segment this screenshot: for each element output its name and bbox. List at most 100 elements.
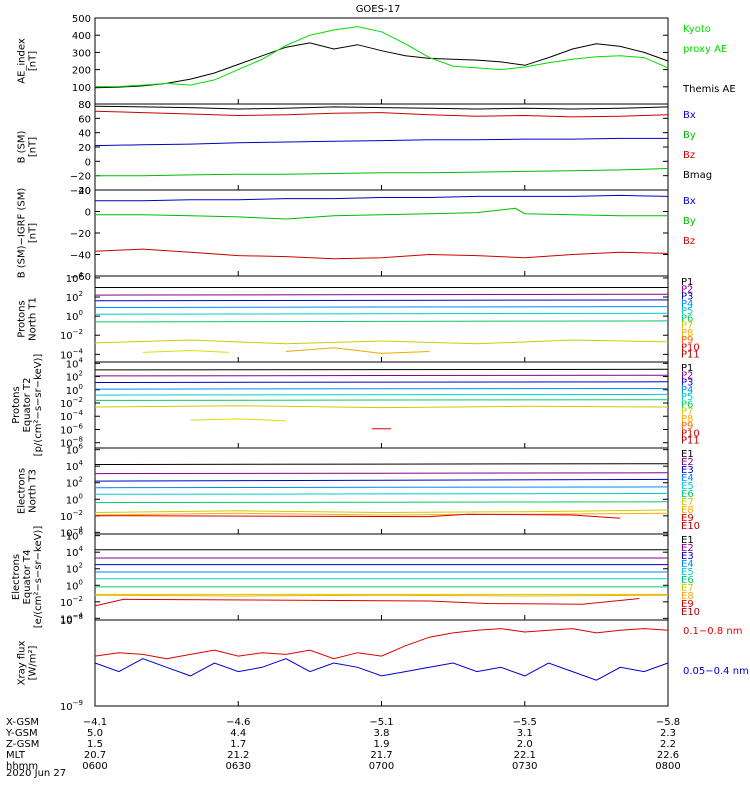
legend-entry: E2 (681, 543, 694, 554)
series-line-p6 (94, 320, 669, 323)
series-line-e4 (94, 486, 669, 489)
panel-frame (94, 619, 669, 707)
y-tick-label: 102 (66, 370, 83, 384)
series-line-kyoto-proxy-ae (94, 26, 669, 88)
legend-entry: P9 (681, 335, 693, 346)
y-axis-label: Protons (11, 386, 22, 423)
series-line-e8 (94, 594, 669, 597)
x-axis-value: 2.0 (517, 739, 533, 750)
x-axis-value: 0730 (512, 761, 537, 772)
legend-entry: P1 (681, 277, 693, 288)
panel-xray: 10−8 10−9 Xray flux [W/m²] 0.1−0.8 nm 0.05−0.… (17, 613, 749, 713)
series-line-bz (94, 248, 669, 260)
y-tick-label: 60 (78, 114, 91, 125)
panel-frame (94, 189, 669, 277)
legend-entry: Themis AE (682, 84, 736, 95)
legend-entry: E2 (681, 457, 694, 468)
x-axis-value: 3.8 (374, 728, 390, 739)
legend-entry: E6 (681, 575, 694, 586)
y-tick-label: 0 (85, 100, 91, 111)
y-tick-label: 100 (66, 492, 83, 506)
legend-entry: P9 (681, 421, 693, 432)
legend-entry: P7 (681, 321, 693, 332)
y-tick-label: 104 (66, 545, 84, 559)
x-axis-value: 2.2 (660, 739, 676, 750)
y-tick-label: 102 (66, 290, 83, 304)
series-line-0-1-0-8-nm (94, 628, 669, 660)
series-line-by (95, 168, 669, 177)
legend-entry: E8 (681, 591, 694, 602)
legend-entry: E10 (681, 607, 700, 618)
legend-entry: P7 (681, 407, 693, 418)
series-line-bx (95, 194, 669, 202)
x-axis-value: 2.3 (660, 728, 676, 739)
y-axis-label: B (SM) (17, 130, 28, 163)
legend-entry: E9 (681, 513, 694, 524)
legend-entry: Kyoto (683, 24, 711, 35)
legend-entry: E4 (681, 473, 694, 484)
legend-entry: E6 (681, 489, 694, 500)
x-axis-value: 4.4 (230, 728, 246, 739)
legend-entry: E8 (681, 505, 694, 516)
y-tick-label: 100 (66, 578, 83, 592)
y-axis-label: [p/(cm²−s−sr−keV)] (33, 354, 44, 457)
x-axis-row-label: Z-GSM (6, 739, 39, 750)
x-axis-value: 21.2 (227, 750, 249, 761)
series-line-e9 (95, 513, 621, 519)
y-axis-label: Protons (17, 300, 28, 337)
legend-entry: P4 (681, 385, 693, 396)
y-tick-label: 0 (85, 208, 91, 219)
legend-entry: E9 (681, 599, 694, 610)
series-line-e5 (94, 493, 669, 495)
y-tick-label: 10−2 (60, 595, 83, 609)
series-line-p6 (94, 399, 669, 401)
y-tick-label: 10−4 (60, 409, 84, 423)
series-line-bmag (94, 105, 669, 110)
y-tick-label: 10−2 (60, 396, 83, 410)
y-tick-label: 102 (66, 562, 83, 576)
series-line-e2 (94, 472, 669, 475)
legend-entry: E3 (681, 465, 694, 476)
x-axis-value: 5.0 (87, 728, 103, 739)
x-axis-value: 20.7 (84, 750, 106, 761)
x-axis-value: −4.1 (83, 717, 107, 728)
x-axis-value: 1.9 (374, 739, 390, 750)
series-line-e9 (94, 598, 640, 607)
series-line-e6 (94, 501, 669, 504)
y-axis-label: North T3 (28, 469, 39, 513)
y-tick-label: 20 (78, 186, 91, 197)
legend-entry: Bz (683, 150, 695, 161)
series-line-e8 (94, 512, 669, 516)
legend-entry: E7 (681, 497, 694, 508)
legend-entry: P5 (681, 392, 693, 403)
y-tick-label: 10−6 (60, 422, 84, 436)
y-tick-label: −20 (70, 229, 91, 240)
legend-entry: 0.05−0.4 nm (683, 666, 749, 677)
x-axis-value: 3.1 (517, 728, 533, 739)
legend-entry: E1 (681, 449, 694, 460)
legend-entry: By (683, 216, 696, 227)
legend-entry: Bx (683, 110, 696, 121)
x-axis-value: −4.6 (226, 717, 250, 728)
y-tick-label: 10−9 (60, 699, 83, 713)
y-tick-label: 104 (66, 356, 84, 370)
legend-entry: P11 (681, 436, 700, 447)
legend-entry: Bmag (683, 170, 712, 181)
series-line-p2 (94, 293, 669, 296)
legend-entry: P4 (681, 299, 693, 310)
legend-entry: P6 (681, 399, 693, 410)
series-line-p7 (94, 339, 669, 345)
panel-frame (94, 275, 669, 363)
series-line-p9 (285, 347, 430, 354)
x-axis-value: 1.7 (230, 739, 246, 750)
x-axis-value: −5.8 (656, 717, 680, 728)
legend-entry: P8 (681, 414, 693, 425)
legend-entry: P1 (681, 363, 693, 374)
series-line-bx (94, 137, 668, 147)
series-line-p3 (94, 299, 669, 302)
plot-title: GOES-17 (356, 4, 401, 15)
